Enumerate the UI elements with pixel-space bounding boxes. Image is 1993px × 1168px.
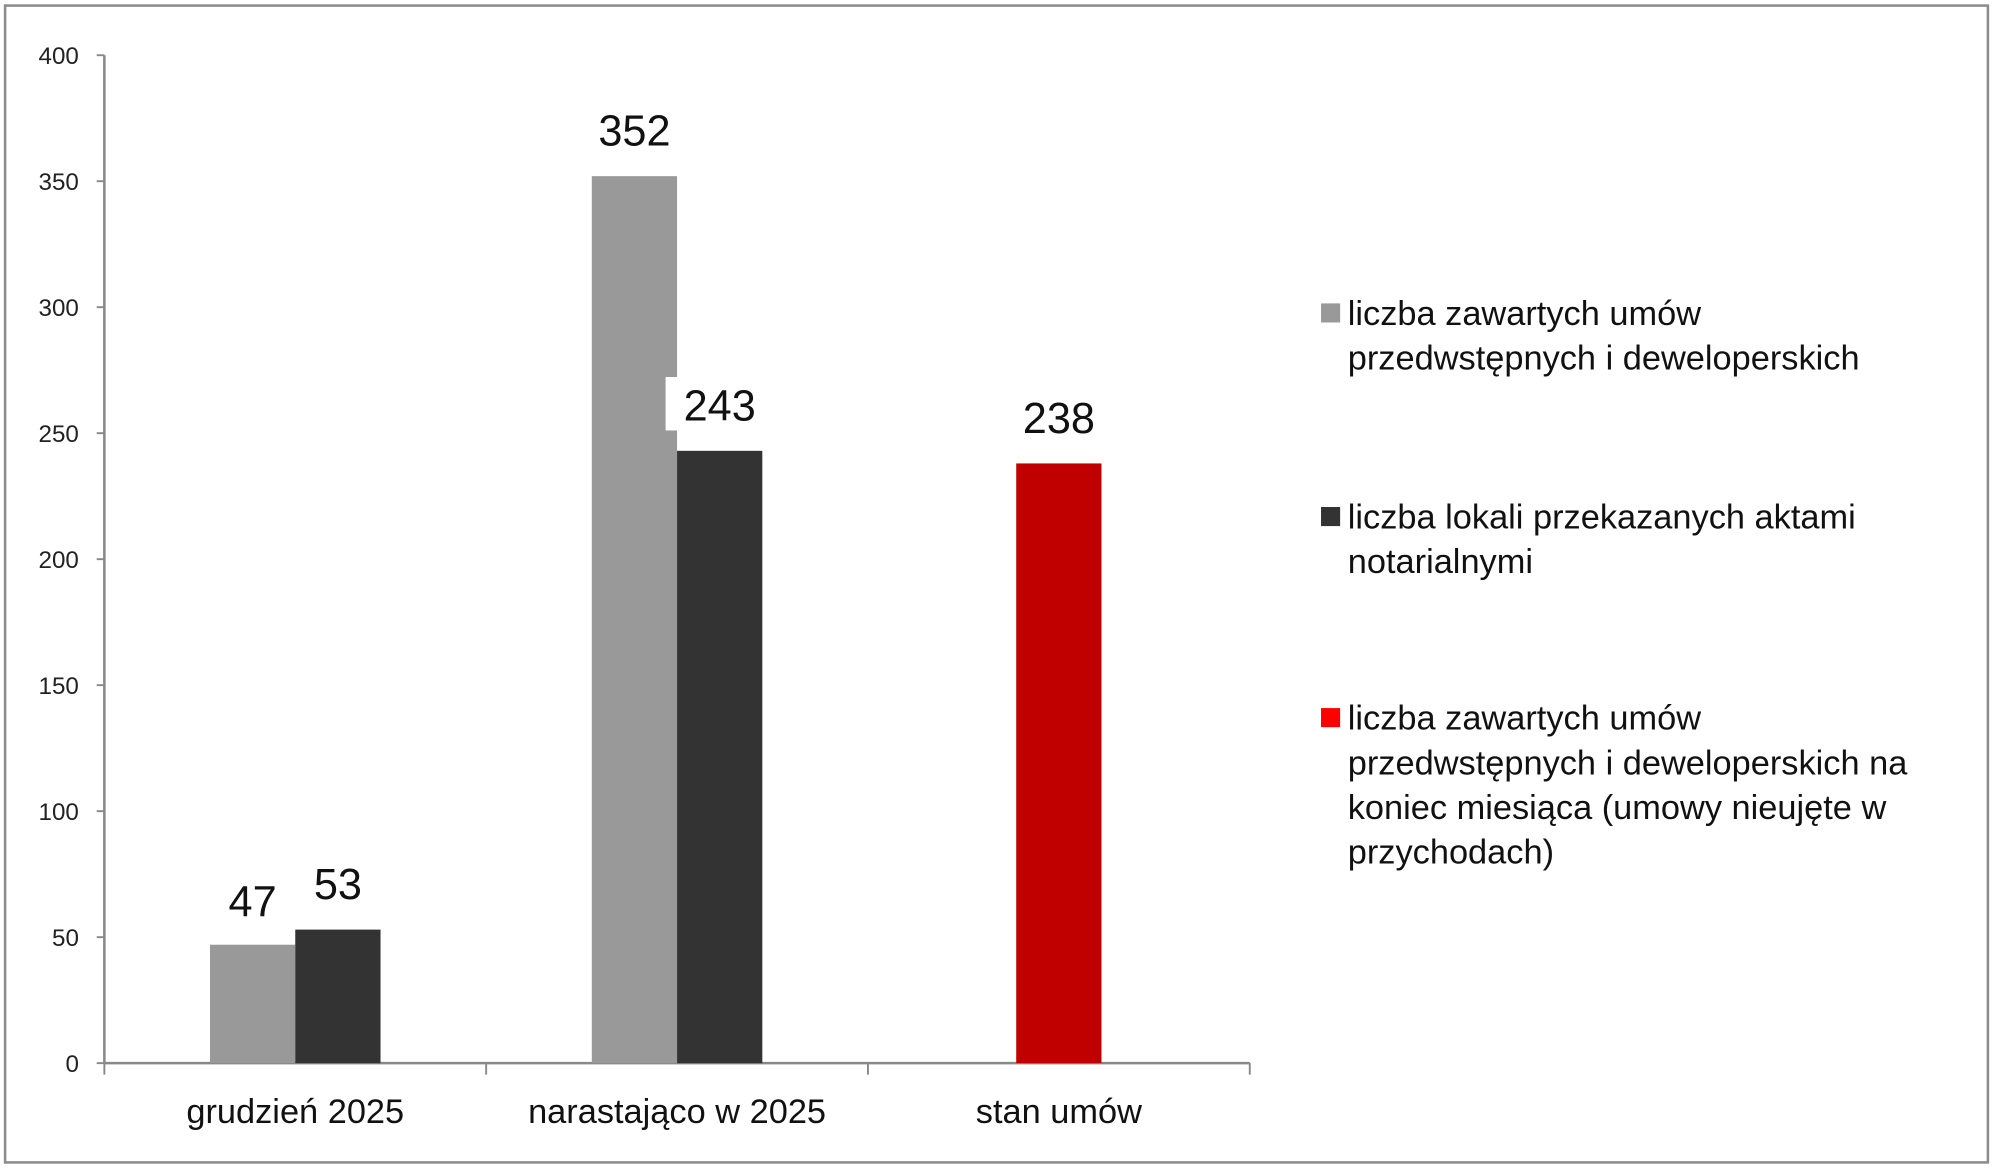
y-tick-label: 50 [52,925,79,952]
data-label: 53 [314,861,362,909]
legend-swatch [1321,303,1341,323]
legend-swatch [1321,708,1341,728]
data-label: 238 [1023,395,1095,443]
bar [1016,463,1102,1064]
x-category-label: grudzień 2025 [186,1093,404,1131]
legend-label: notarialnymi [1348,543,1533,581]
legend-swatch [1321,507,1341,527]
data-label-background [665,377,768,431]
data-label: 352 [598,108,670,156]
legend-label: liczba zawartych umów [1348,295,1701,333]
legend-label: liczba lokali przekazanych aktami [1348,499,1856,537]
legend-label: przedwstępnych i deweloperskich [1348,340,1860,378]
legend-label: przedwstępnych i deweloperskich na [1348,744,1908,782]
y-tick-label: 300 [39,295,79,322]
y-tick-label: 250 [39,421,79,448]
bar [677,450,763,1064]
y-tick-label: 150 [39,673,79,700]
y-tick-label: 0 [65,1051,78,1078]
y-tick-label: 350 [39,169,79,196]
legend-label: koniec miesiąca (umowy nieujęte w [1348,789,1887,827]
data-label: 243 [684,382,756,430]
x-category-label: stan umów [976,1093,1142,1131]
y-tick-label: 100 [39,799,79,826]
bar [295,929,381,1064]
x-category-label: narastająco w 2025 [528,1093,826,1131]
legend-label: przychodach) [1348,833,1554,871]
y-tick-label: 200 [39,547,79,574]
y-tick-label: 400 [39,43,79,70]
data-label: 47 [229,879,277,927]
legend-label: liczba zawartych umów [1348,700,1701,738]
bar [591,176,678,1064]
bar [209,944,296,1064]
